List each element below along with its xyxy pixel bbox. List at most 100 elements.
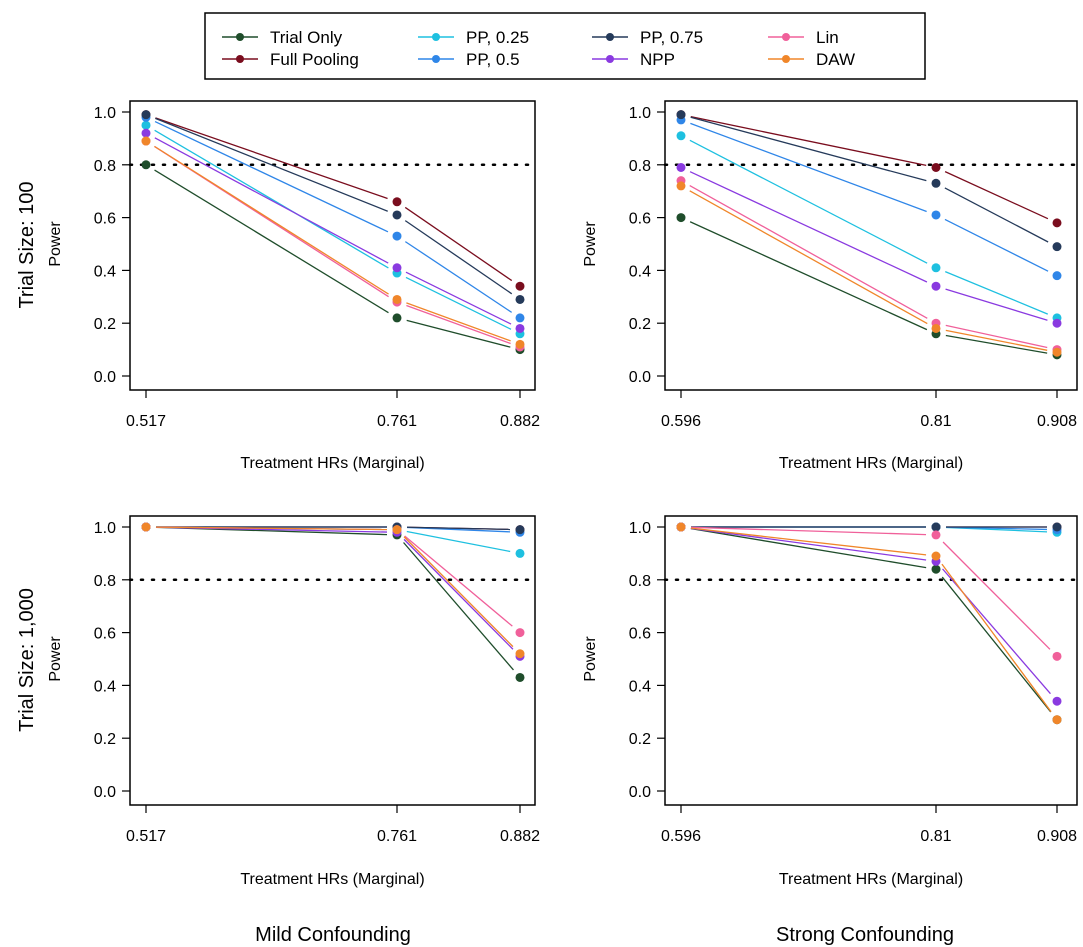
point-daw: [515, 339, 525, 349]
y-tick-label: 0.0: [94, 369, 116, 386]
series-segment-pp-0-75: [155, 117, 388, 212]
series-segment-daw: [154, 145, 389, 295]
legend-marker-full-pooling: [236, 55, 244, 63]
series-segment-daw: [941, 563, 1052, 713]
point-pp-0-25: [676, 131, 686, 141]
series-segment-lin: [690, 526, 927, 536]
legend-label-full-pooling: Full Pooling: [270, 50, 359, 69]
point-daw: [676, 522, 686, 532]
point-pp-0-75: [931, 178, 941, 188]
legend-label-pp-0-25: PP, 0.25: [466, 28, 529, 47]
legend-marker-daw: [782, 55, 790, 63]
plot-frame: [129, 100, 536, 391]
legend-item-trial-only: Trial Only: [222, 28, 343, 47]
x-tick-label: 0.81: [920, 413, 951, 430]
point-daw: [1052, 347, 1062, 357]
row-title-trial-1000: Trial Size: 1,000: [16, 588, 38, 732]
x-tick-label: 0.81: [920, 828, 951, 845]
series-segment-pp-0-75: [404, 220, 513, 295]
x-tick-label: 0.517: [126, 413, 166, 430]
legend-marker-pp-0-25: [432, 33, 440, 41]
point-trial-only: [392, 313, 402, 323]
legend-item-pp-0-75: PP, 0.75: [592, 28, 703, 47]
point-lin: [1052, 651, 1062, 661]
legend-item-lin: Lin: [768, 28, 839, 47]
point-npp: [141, 128, 151, 138]
series-segment-trial-only: [406, 319, 511, 348]
series-segment-pp-0-25: [406, 530, 511, 553]
legend-marker-lin: [782, 33, 790, 41]
x-tick-label: 0.908: [1037, 828, 1077, 845]
series-segment-daw: [689, 190, 928, 325]
point-pp-0-75: [931, 522, 941, 532]
y-tick-label: 0.6: [94, 626, 116, 643]
point-pp-0-75: [515, 294, 525, 304]
point-full-pooling: [392, 197, 402, 207]
plot-frame: [664, 515, 1078, 806]
legend-marker-trial-only: [236, 33, 244, 41]
y-tick-label: 0.0: [94, 784, 116, 801]
series-segment-daw: [403, 536, 514, 648]
y-axis-title: Power: [47, 636, 64, 682]
y-tick-label: 0.8: [629, 158, 651, 175]
point-npp: [931, 281, 941, 291]
series-segment-pp-0-75: [690, 116, 927, 182]
legend-label-lin: Lin: [816, 28, 839, 47]
row-title-trial-100: Trial Size: 100: [16, 181, 38, 308]
y-axis-title: Power: [582, 221, 599, 267]
x-tick-label: 0.882: [500, 413, 540, 430]
y-tick-label: 1.0: [94, 105, 116, 122]
series-segment-lin: [945, 324, 1048, 349]
series-full-pooling: [141, 110, 525, 291]
y-tick-label: 0.0: [629, 369, 651, 386]
point-pp-0-75: [515, 525, 525, 535]
series-pp-0-75: [676, 110, 1062, 252]
panel-bottom-left: 0.0 0.2 0.4 0.6 0.8 1.0 Power 0.517 0.761 0.882 Tr…: [47, 515, 540, 888]
y-tick-label: 0.4: [629, 678, 651, 695]
point-full-pooling: [1052, 218, 1062, 228]
x-tick-label: 0.761: [377, 828, 417, 845]
series-segment-pp-0-25: [944, 270, 1049, 315]
point-trial-only: [931, 564, 941, 574]
legend-label-pp-0-5: PP, 0.5: [466, 50, 520, 69]
series-pp-0-75: [141, 110, 525, 304]
y-tick-label: 0.2: [94, 731, 116, 748]
point-pp-0-5: [515, 313, 525, 323]
point-pp-0-75: [676, 110, 686, 120]
x-tick-label: 0.882: [500, 828, 540, 845]
point-daw: [931, 323, 941, 333]
series-segment-daw: [155, 526, 388, 531]
panel-top-right: 0.0 0.2 0.4 0.6 0.8 1.0 Power 0.596 0.81 0.908 Tre…: [582, 100, 1079, 472]
series-segment-lin: [404, 535, 513, 627]
series-segment-daw: [945, 329, 1048, 351]
point-daw: [392, 525, 402, 535]
point-trial-only: [141, 160, 151, 170]
point-pp-0-25: [515, 548, 525, 558]
series-segment-trial-only: [403, 542, 514, 671]
series-segment-pp-0-5: [154, 120, 389, 233]
x-tick-label: 0.761: [377, 413, 417, 430]
y-tick-label: 0.8: [94, 158, 116, 175]
series-segment-full-pooling: [404, 206, 513, 282]
point-trial-only: [676, 213, 686, 223]
series-segment-full-pooling: [690, 116, 927, 167]
x-tick-label: 0.517: [126, 828, 166, 845]
point-pp-0-75: [1052, 522, 1062, 532]
point-npp: [1052, 696, 1062, 706]
point-npp: [515, 323, 525, 333]
point-pp-0-75: [141, 110, 151, 120]
y-tick-label: 1.0: [629, 105, 651, 122]
x-tick-label: 0.596: [661, 828, 701, 845]
series-daw: [676, 522, 1062, 725]
series-segment-pp-0-25: [405, 276, 512, 330]
x-tick-label: 0.908: [1037, 413, 1077, 430]
point-npp: [392, 263, 402, 273]
series-segment-trial-only: [689, 221, 928, 331]
legend-marker-npp: [606, 55, 614, 63]
x-axis-title: Treatment HRs (Marginal): [779, 455, 963, 472]
series-segment-full-pooling: [155, 117, 388, 200]
point-pp-0-75: [392, 210, 402, 220]
legend-item-daw: DAW: [768, 50, 855, 69]
series-segment-npp: [689, 171, 928, 283]
